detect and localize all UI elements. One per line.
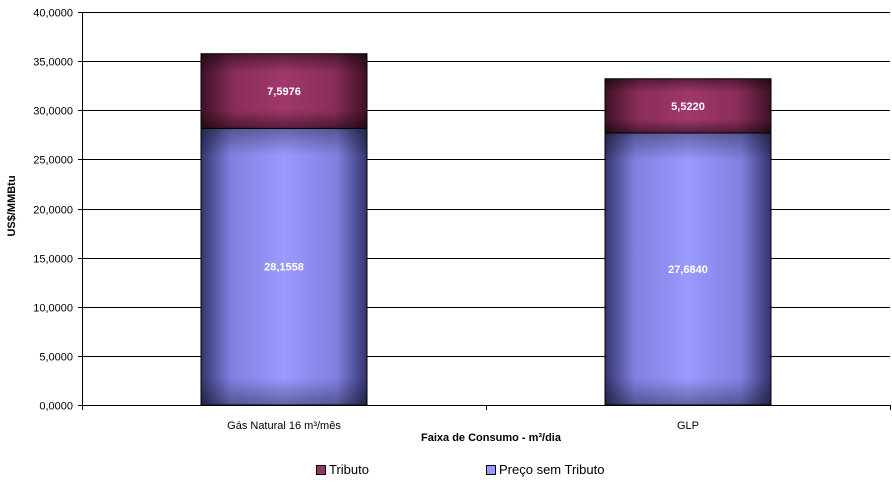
legend-label-tributo: Tributo	[329, 462, 369, 477]
legend: Tributo Preço sem Tributo	[0, 462, 892, 482]
x-category-label: Gás Natural 16 m³/mês	[227, 420, 341, 432]
x-category-labels: Gás Natural 16 m³/mês GLP	[227, 420, 699, 432]
y-tick-label: 35,0000	[33, 57, 73, 69]
y-tick-labels: 0,0000 5,0000 10,0000 15,0000 20,0000 25,0000…	[33, 8, 73, 413]
y-axis-title: US$/MMBtu	[6, 175, 18, 236]
data-label-preco-sem-tributo: 27,6840	[668, 264, 708, 276]
y-tick-label: 0,0000	[39, 401, 73, 413]
legend-swatch-tributo	[316, 464, 326, 475]
stacked-bar-chart: 28,1558 7,5976 27,6840 5,5220 0,0000 5,0000 1…	[6, 8, 891, 444]
y-tick-label: 25,0000	[33, 155, 73, 167]
data-label-preco-sem-tributo: 28,1558	[264, 262, 304, 274]
y-tick-label: 20,0000	[33, 205, 73, 217]
data-label-tributo: 7,5976	[267, 86, 301, 98]
legend-item-tributo: Tributo	[316, 462, 369, 477]
bar-shade	[605, 78, 771, 134]
y-tick-label: 5,0000	[39, 352, 73, 364]
x-category-label: GLP	[677, 420, 699, 432]
axes	[78, 12, 891, 410]
bar-shade	[605, 133, 771, 405]
legend-item-preco: Preço sem Tributo	[486, 462, 605, 477]
y-tick-label: 10,0000	[33, 303, 73, 315]
bar-shade	[201, 53, 367, 129]
bars: 28,1558 7,5976 27,6840 5,5220	[200, 53, 772, 406]
data-label-tributo: 5,5220	[671, 101, 705, 113]
y-tick-label: 15,0000	[33, 254, 73, 266]
y-tick-label: 40,0000	[33, 8, 73, 20]
legend-swatch-preco	[486, 464, 496, 475]
x-axis-title: Faixa de Consumo - m³/dia	[421, 432, 562, 444]
bar-shade	[201, 128, 367, 405]
legend-label-preco: Preço sem Tributo	[499, 462, 605, 477]
y-tick-label: 30,0000	[33, 106, 73, 118]
